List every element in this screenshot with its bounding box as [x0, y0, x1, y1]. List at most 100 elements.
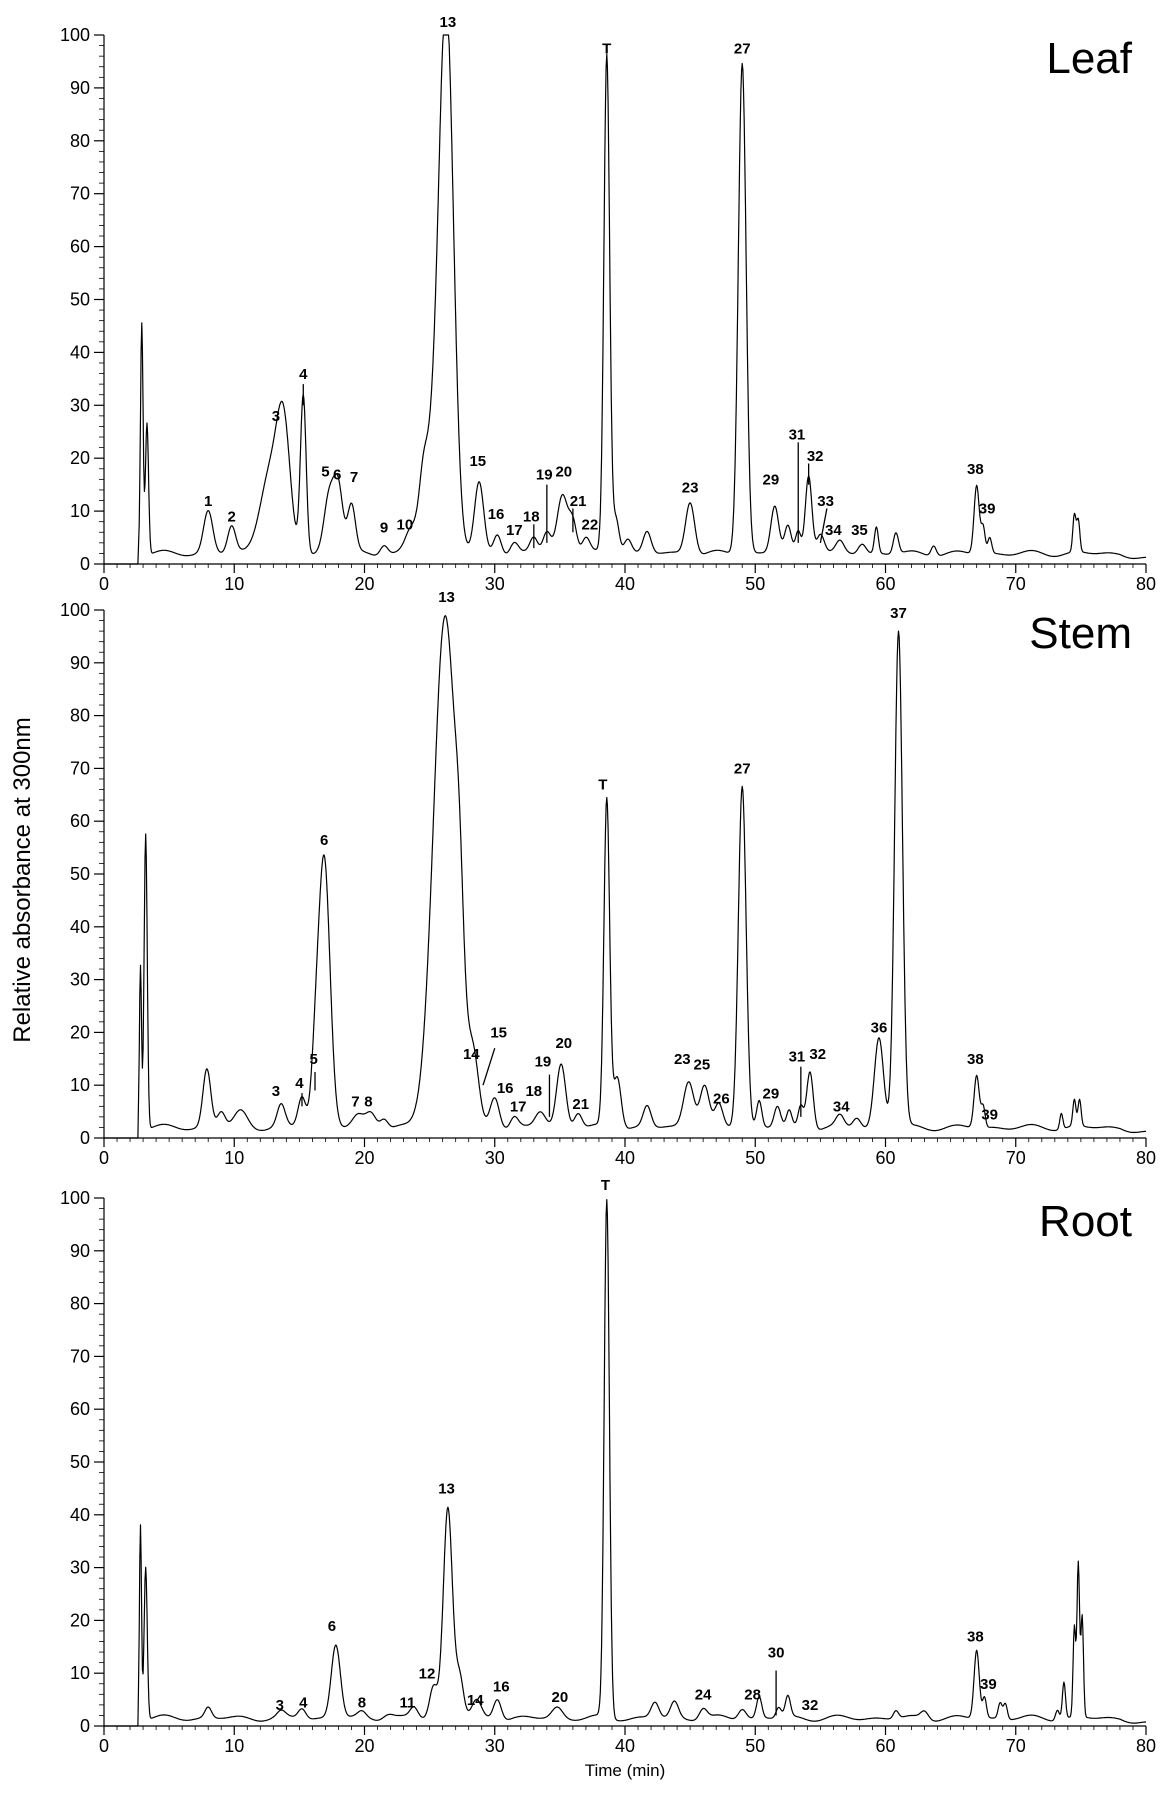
x-tick-label: 80 [1136, 1148, 1156, 1168]
x-tick-label: 50 [745, 574, 765, 594]
y-tick-label: 60 [70, 1399, 90, 1419]
peak-label: 15 [469, 453, 486, 470]
x-tick-label: 30 [485, 1736, 505, 1756]
y-tick-label: 80 [70, 1294, 90, 1314]
x-tick-label: 50 [745, 1736, 765, 1756]
panel-title: Root [1039, 1197, 1132, 1246]
x-tick-label: 60 [875, 1148, 895, 1168]
x-tick-label: 0 [99, 1736, 109, 1756]
y-tick-label: 50 [70, 1452, 90, 1472]
peak-label: 20 [555, 1035, 572, 1052]
x-tick-label: 10 [224, 1148, 244, 1168]
peak-label: 16 [488, 506, 505, 523]
peak-label: 38 [967, 461, 984, 478]
y-tick-label: 90 [70, 78, 90, 98]
y-tick-label: 20 [70, 1610, 90, 1630]
peak-label: 14 [467, 1692, 484, 1709]
y-tick-label: 80 [70, 131, 90, 151]
peak-label: 39 [979, 501, 996, 518]
x-tick-label: 40 [615, 1148, 635, 1168]
peak-label: 35 [851, 522, 868, 539]
y-tick-label: 70 [70, 758, 90, 778]
peak-label: 13 [440, 14, 457, 31]
peak-label: 8 [358, 1695, 366, 1712]
peak-label: 27 [734, 41, 751, 58]
peak-label: 24 [695, 1687, 712, 1704]
panel-stem: 0 10 20 30 40 50 60 70 80 90 100 0 10 20 30 40 50 60 70 80 3… [60, 589, 1156, 1168]
peak-label: 3 [272, 408, 280, 425]
peak-label: 32 [809, 1046, 826, 1063]
peak-label: 23 [682, 480, 699, 497]
peak-leader-line [482, 1048, 496, 1086]
y-tick-label: 80 [70, 706, 90, 726]
x-tick-label: 10 [224, 574, 244, 594]
peak-label: 25 [694, 1056, 711, 1073]
peak-label: 13 [438, 589, 455, 606]
peak-label: 39 [980, 1676, 997, 1693]
peak-label: 29 [763, 1085, 780, 1102]
peak-label: 23 [674, 1051, 691, 1068]
peak-label: 6 [328, 1618, 336, 1635]
y-tick-label: 20 [70, 1022, 90, 1042]
panel-root: 0 10 20 30 40 50 60 70 80 90 100 0 10 20 30 40 50 60 70 80 3… [60, 1177, 1156, 1780]
x-tick-label: 40 [615, 1736, 635, 1756]
x-tick-label: 10 [224, 1736, 244, 1756]
peak-label: T [598, 777, 607, 794]
y-tick-label: 90 [70, 653, 90, 673]
x-tick-label: 80 [1136, 1736, 1156, 1756]
peak-label: 32 [802, 1697, 819, 1714]
peak-label: 4 [299, 1695, 308, 1712]
peak-label: 37 [890, 605, 907, 622]
peak-label: 19 [536, 466, 553, 483]
y-tick-label: 40 [70, 1505, 90, 1525]
y-tick-label: 100 [60, 1188, 90, 1208]
peak-label: 31 [789, 1048, 806, 1065]
chromatogram-trace-stem [104, 615, 1147, 1139]
x-tick-label: 20 [354, 574, 374, 594]
peak-label: 12 [419, 1665, 436, 1682]
peak-label: 31 [789, 427, 806, 444]
peak-label: T [602, 41, 611, 58]
peak-label: 21 [570, 493, 587, 510]
peak-label: 34 [825, 522, 842, 539]
peak-label: 19 [535, 1054, 552, 1071]
peak-label: 22 [581, 517, 598, 534]
peak-label: 26 [713, 1091, 730, 1108]
y-tick-label: 30 [70, 395, 90, 415]
peak-label: 20 [555, 464, 572, 481]
x-tick-label: 30 [485, 1148, 505, 1168]
peak-label: 11 [400, 1695, 416, 1712]
peak-label: 36 [871, 1019, 888, 1036]
x-tick-label: 70 [1006, 574, 1026, 594]
peak-label: 15 [490, 1025, 507, 1042]
peak-label: 39 [981, 1107, 998, 1124]
peak-label: 17 [510, 1099, 527, 1116]
peak-label: 4 [295, 1075, 304, 1092]
y-tick-label: 60 [70, 811, 90, 831]
peak-label: 5 [310, 1051, 318, 1068]
y-tick-label: 30 [70, 1558, 90, 1578]
y-tick-label: 10 [70, 1075, 90, 1095]
peak-label: 13 [438, 1481, 455, 1498]
y-tick-label: 100 [60, 600, 90, 620]
x-tick-label: 20 [354, 1148, 374, 1168]
panel-leaf: 0 10 20 30 40 50 60 70 80 90 100 0 10 20 30 40 50 60 70 80 1… [60, 14, 1156, 594]
peak-label: 33 [817, 493, 834, 510]
peak-label: 16 [497, 1080, 514, 1097]
peak-leader-line [819, 508, 828, 543]
x-tick-label: 0 [99, 574, 109, 594]
chromatogram-trace-leaf [104, 34, 1147, 565]
x-tick-label: 60 [875, 1736, 895, 1756]
peak-label: 14 [463, 1046, 480, 1063]
peak-label: 10 [397, 517, 414, 534]
y-tick-label: 70 [70, 1346, 90, 1366]
panel-title: Leaf [1046, 34, 1132, 83]
y-tick-label: 50 [70, 864, 90, 884]
y-tick-label: 10 [70, 1663, 90, 1683]
peak-label: 34 [833, 1099, 850, 1116]
y-tick-label: 50 [70, 290, 90, 310]
y-tick-label: 40 [70, 342, 90, 362]
y-axis-title: Relative absorbance at 300nm [9, 717, 36, 1043]
x-tick-label: 40 [615, 574, 635, 594]
